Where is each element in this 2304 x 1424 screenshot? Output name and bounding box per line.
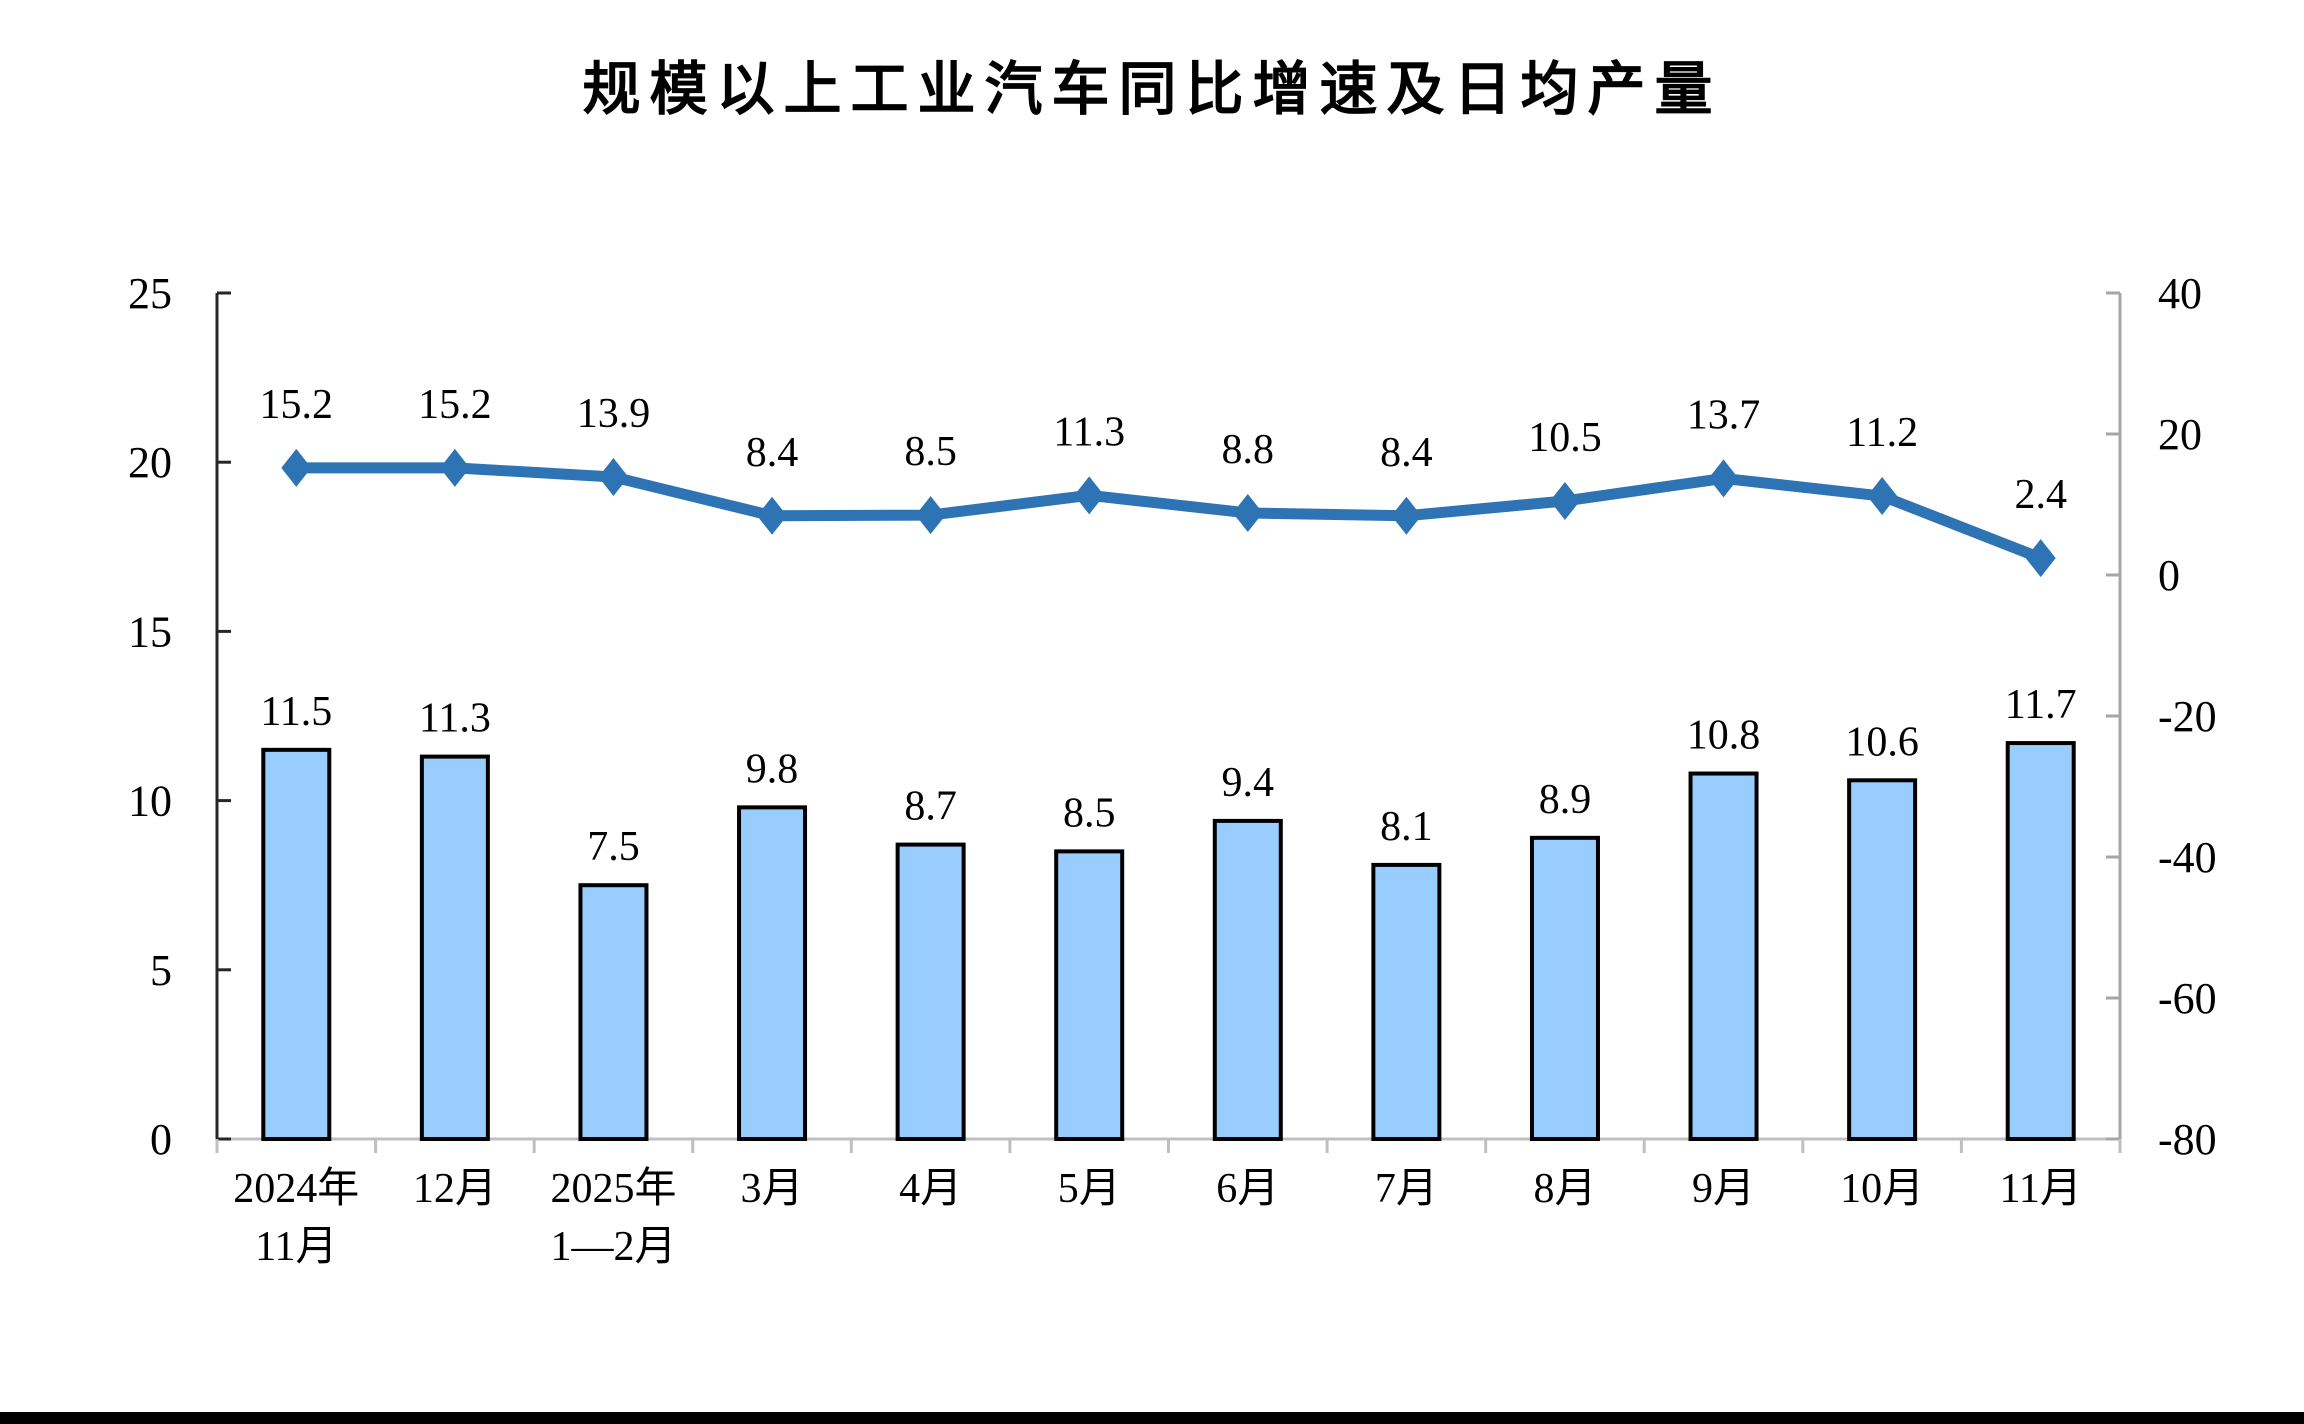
x-axis-category-label: 4月 [899,1166,962,1212]
line-marker-diamond [915,496,946,535]
x-axis-category-label: 9月 [1692,1166,1755,1212]
x-axis-category-label: 12月 [413,1166,497,1212]
line-marker-diamond [1391,496,1422,535]
right-axis-tick-label: -20 [2158,692,2217,741]
bar [1054,849,1125,1141]
x-axis-category-label: 11月 [1999,1166,2081,1212]
bar-data-label: 9.4 [1222,760,1275,806]
x-axis-category-label: 10月 [1840,1166,1924,1212]
bar-data-label: 8.5 [1063,790,1116,836]
bar-data-label: 11.7 [2005,682,2077,728]
line-data-label: 8.4 [746,430,799,476]
bar-data-label: 8.7 [904,784,957,830]
line-marker-diamond [1708,459,1739,498]
line-marker-diamond [2025,539,2056,578]
right-axis-tick-label: -80 [2158,1115,2217,1164]
line-data-label: 15.2 [418,382,492,428]
x-axis-category-label: 8月 [1533,1166,1596,1212]
line-data-label: 11.3 [1053,409,1125,455]
bar [1529,835,1600,1141]
line-data-label: 10.5 [1528,415,1602,461]
x-axis-category-label: 1—2月 [550,1224,676,1270]
bar [1847,778,1918,1142]
bottom-border-line [0,1412,2304,1424]
x-axis-category-label: 11月 [255,1224,337,1270]
x-axis-category-label: 2024年 [233,1165,359,1212]
line-data-label: 2.4 [2014,472,2067,518]
line-marker-diamond [1232,493,1263,532]
bar [737,805,808,1141]
bar-data-label: 11.5 [260,689,332,735]
x-axis-category-label: 2025年 [550,1165,676,1212]
line-marker-diamond [439,448,470,487]
bar-data-label: 10.8 [1687,713,1761,759]
bar-data-label: 7.5 [587,824,640,870]
bar [2005,741,2076,1142]
line-marker-diamond [281,448,312,487]
bar-data-label: 9.8 [746,746,799,792]
x-axis-category-label: 7月 [1375,1166,1438,1212]
bar [1371,862,1442,1141]
bar-data-label: 11.3 [419,696,491,742]
left-axis-tick-label: 0 [150,1115,172,1164]
line-marker-diamond [1867,477,1898,516]
bar [419,754,490,1141]
bar [1212,818,1283,1141]
growth-line [290,462,2047,564]
right-axis-tick-label: 0 [2158,551,2180,600]
line-data-label: 15.2 [260,382,334,428]
chart-title: 规模以上工业汽车同比增速及日均产量 [582,57,1722,122]
left-axis-tick-label: 25 [128,269,172,318]
right-axis-tick-label: 40 [2158,269,2202,318]
left-axis-tick-label: 10 [128,777,172,826]
line-marker-diamond [598,458,629,497]
bar [261,747,332,1142]
bar [895,842,966,1141]
right-axis-tick-label: 20 [2158,410,2202,459]
line-data-label: 13.7 [1687,392,1761,438]
line-marker-diamond [1074,476,1105,515]
left-axis-tick-label: 20 [128,438,172,487]
line-data-label: 13.9 [577,391,651,437]
right-axis-tick-label: -60 [2158,974,2217,1023]
line-marker-diamond [757,496,788,535]
line-marker-diamond [1549,481,1580,520]
left-axis-tick-label: 5 [150,946,172,995]
x-axis-category-label: 6月 [1216,1166,1279,1212]
right-axis-tick-label: -40 [2158,833,2217,882]
bar-data-label: 8.1 [1380,804,1433,850]
x-axis-category-label: 3月 [741,1166,804,1212]
bar-data-label: 10.6 [1845,719,1919,765]
left-axis-tick-label: 15 [128,607,172,656]
bar [578,883,649,1142]
chart-legend: 日均产量（万辆） 增速（%） [0,1300,2304,1390]
bar-data-label: 8.9 [1539,777,1592,823]
line-data-label: 11.2 [1846,410,1918,456]
line-data-label: 8.8 [1222,427,1275,473]
bar [1688,771,1759,1141]
line-data-label: 8.4 [1380,430,1433,476]
line-data-label: 8.5 [904,429,957,475]
x-axis-category-label: 5月 [1058,1166,1121,1212]
